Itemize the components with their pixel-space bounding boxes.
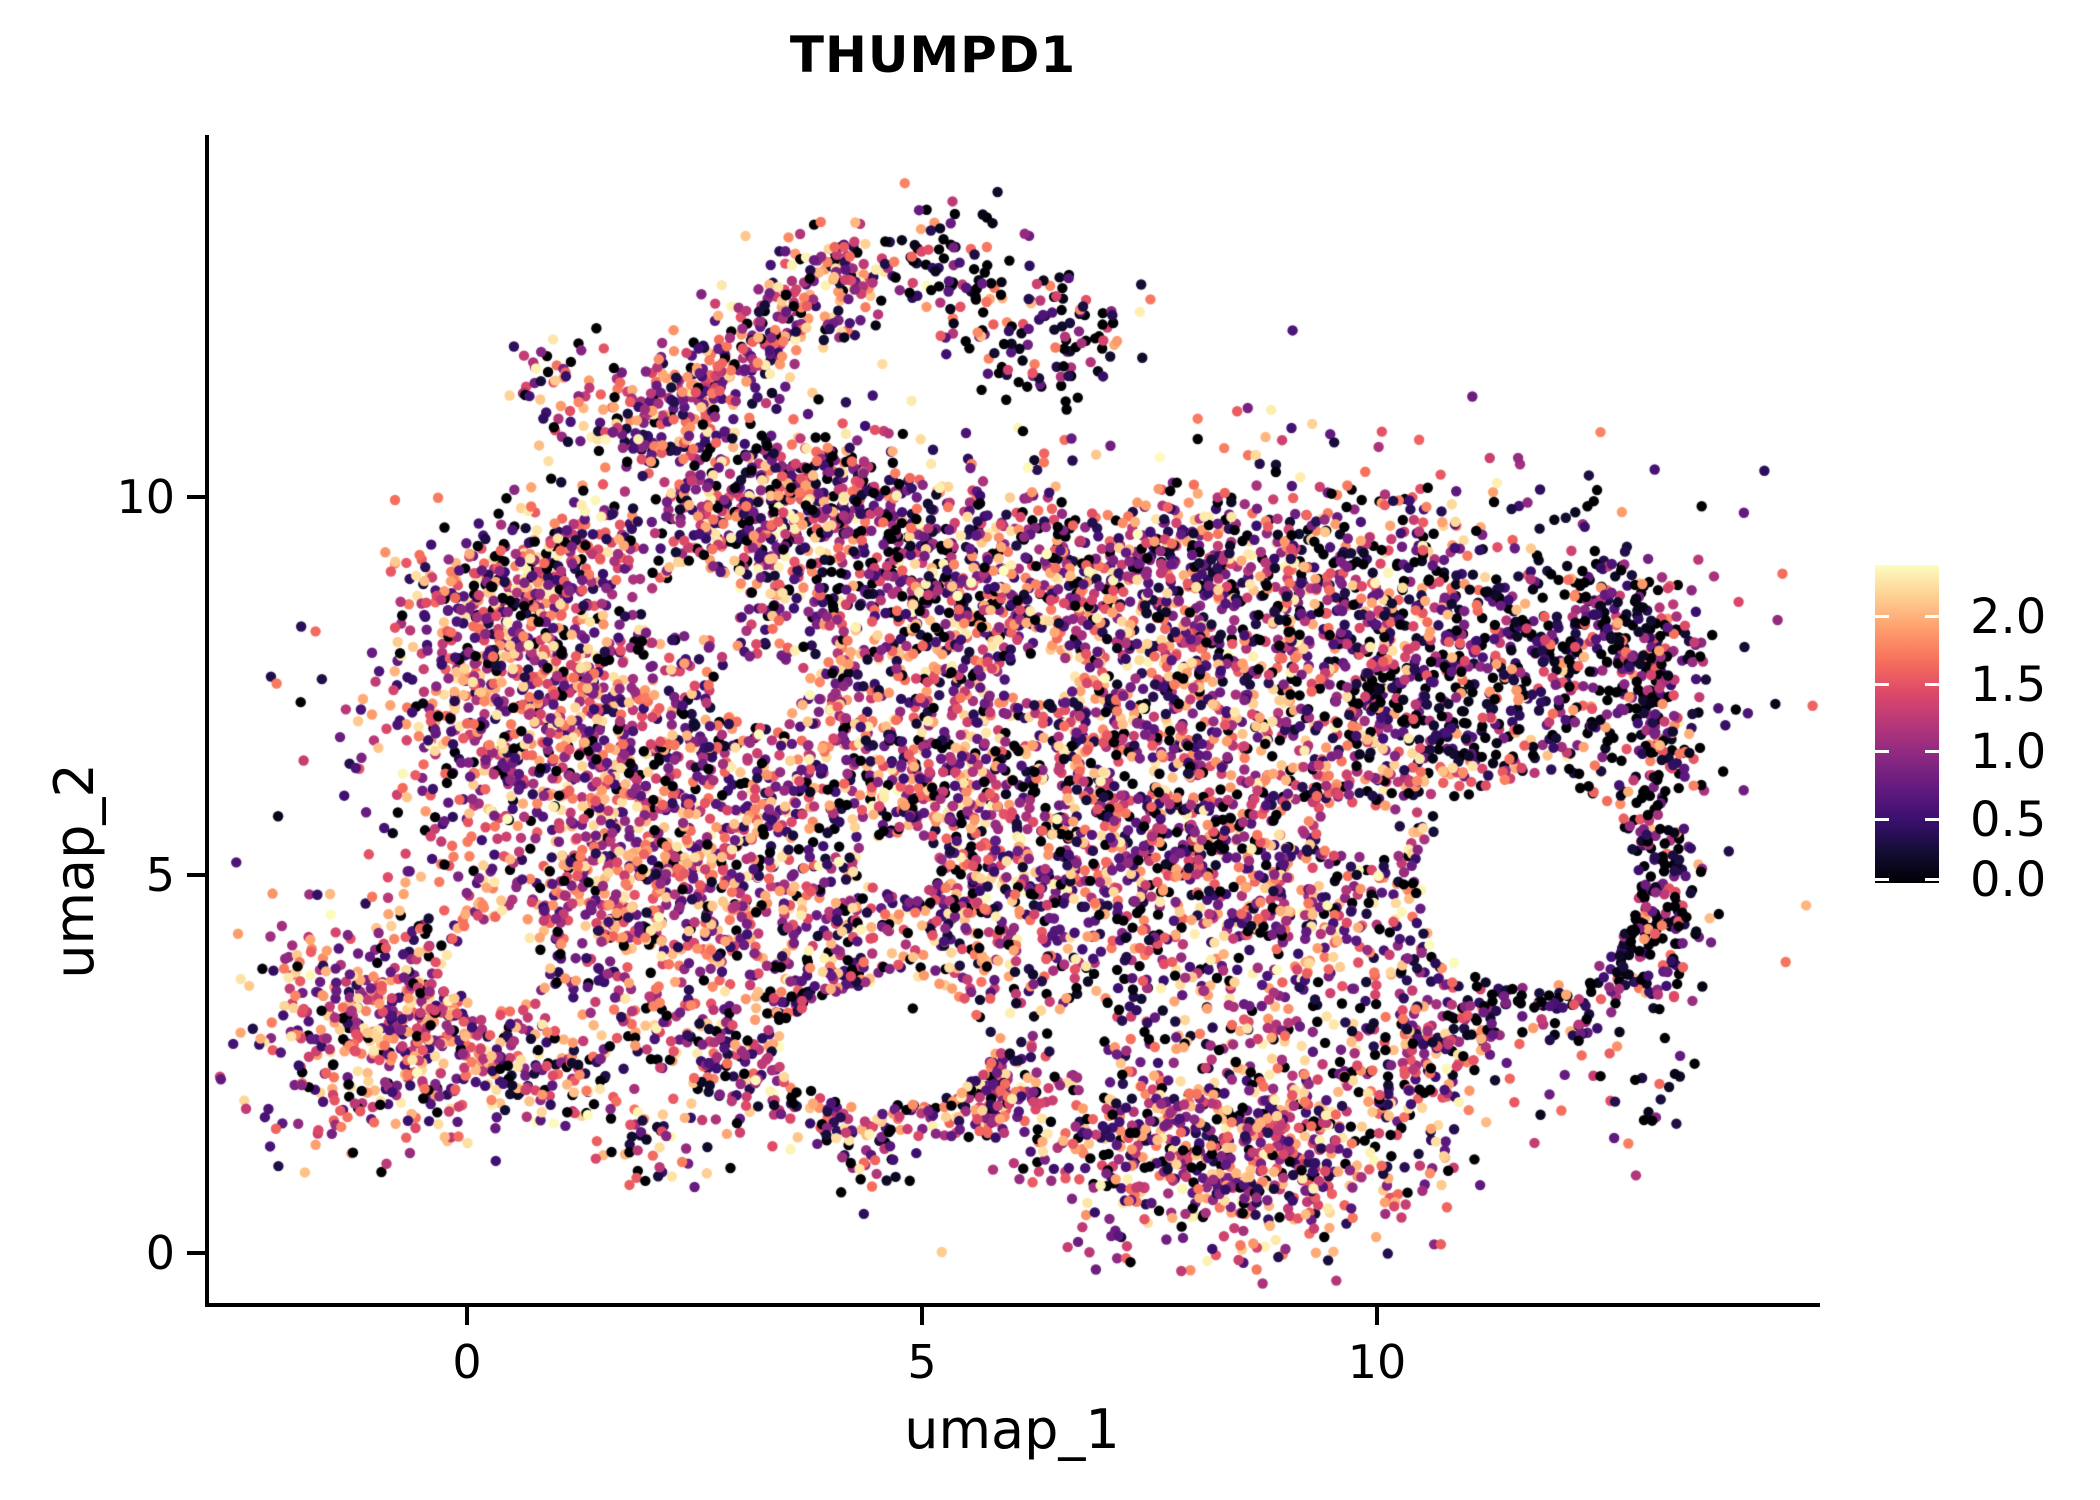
- x-axis-tick-0: [465, 1307, 469, 1325]
- colorbar-tick: [1925, 878, 1939, 881]
- colorbar-tick: [1925, 750, 1939, 753]
- x-tick-label: 5: [907, 1335, 937, 1389]
- colorbar-tick: [1875, 615, 1889, 618]
- x-tick-label: 0: [452, 1335, 482, 1389]
- colorbar-tick: [1875, 818, 1889, 821]
- colorbar-tick: [1925, 615, 1939, 618]
- y-axis-tick-10: [187, 495, 205, 499]
- colorbar-tick: [1875, 750, 1889, 753]
- colorbar-label: 1.0: [1970, 724, 2047, 780]
- y-tick-label: 10: [116, 470, 175, 524]
- colorbar-tick: [1925, 818, 1939, 821]
- colorbar-label: 2.0: [1970, 589, 2047, 645]
- colorbar-tick: [1925, 683, 1939, 686]
- x-tick-label: 10: [1347, 1335, 1407, 1389]
- colorbar-label: 0.0: [1970, 852, 2047, 908]
- x-axis-tick-10: [1375, 1307, 1379, 1325]
- y-axis-tick-5: [187, 873, 205, 877]
- y-axis-title: umap_2: [43, 763, 106, 979]
- colorbar-label: 1.5: [1970, 657, 2047, 713]
- y-axis-line: [205, 135, 209, 1305]
- y-axis-tick-0: [187, 1251, 205, 1255]
- x-axis-title: umap_1: [904, 1398, 1120, 1461]
- x-axis-tick-5: [920, 1307, 924, 1325]
- y-tick-label: 5: [145, 848, 175, 902]
- colorbar-tick: [1875, 683, 1889, 686]
- colorbar-label: 0.5: [1970, 792, 2047, 848]
- colorbar-tick: [1875, 878, 1889, 881]
- x-axis-line: [205, 1303, 1820, 1307]
- y-tick-label: 0: [145, 1226, 175, 1280]
- chart-title: THUMPD1: [789, 26, 1077, 84]
- colorbar-gradient: [1875, 565, 1939, 883]
